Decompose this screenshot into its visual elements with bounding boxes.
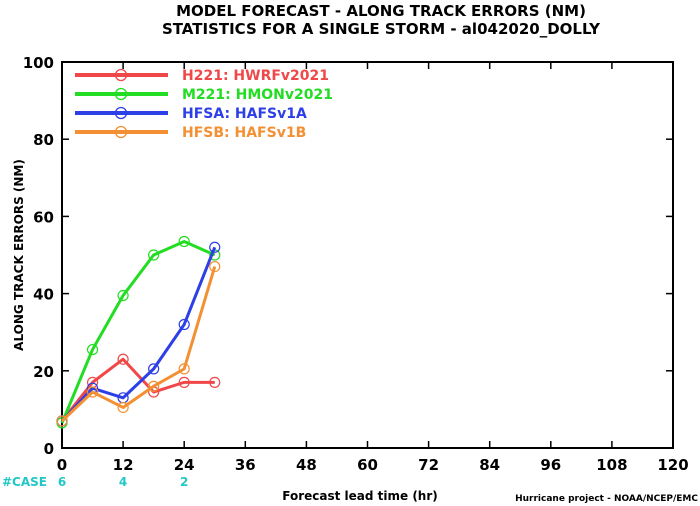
legend-marker <box>114 106 128 120</box>
legend-item: H221: HWRFv2021 <box>75 68 329 84</box>
case-count: 6 <box>58 475 66 489</box>
y-tick-label: 80 <box>33 131 54 149</box>
y-tick-label: 20 <box>33 363 54 381</box>
y-axis-label: ALONG TRACK ERRORS (NM) <box>12 159 26 351</box>
x-axis-label: Forecast lead time (hr) <box>282 489 438 503</box>
x-tick-label: 96 <box>540 456 561 474</box>
x-tick-label: 84 <box>479 456 500 474</box>
data-point <box>209 241 221 253</box>
legend-label: M221: HMONv2021 <box>182 87 333 103</box>
y-tick-label: 60 <box>33 208 54 226</box>
case-count: 2 <box>180 475 188 489</box>
data-point <box>117 289 129 302</box>
x-tick-label: 72 <box>418 456 439 474</box>
data-point <box>148 363 160 375</box>
x-tick-label: 36 <box>235 456 256 474</box>
data-point <box>178 376 190 388</box>
data-point <box>148 249 160 261</box>
series-4 <box>56 260 221 427</box>
axis-ticks: 0 12 24 36 48 60 72 84 96 108 120 0 20 40 60 80 100 <box>23 54 689 474</box>
series-line <box>60 266 217 423</box>
legend-marker <box>114 68 128 82</box>
data-point <box>178 318 190 331</box>
data-point <box>117 401 129 414</box>
series-1 <box>56 353 221 427</box>
legend-marker <box>114 125 128 139</box>
x-tick-label: 120 <box>657 456 688 474</box>
x-tick-label: 60 <box>357 456 378 474</box>
legend-label: HFSB: HAFSv1B <box>182 125 306 141</box>
legend-label: HFSA: HAFSv1A <box>182 106 307 122</box>
y-tick-label: 0 <box>44 440 54 458</box>
data-point <box>86 386 99 398</box>
data-point <box>56 415 68 427</box>
data-point <box>178 363 190 375</box>
series-layer <box>56 235 221 429</box>
y-tick-label: 100 <box>23 54 54 72</box>
legend-item: HFSB: HAFSv1B <box>75 125 306 141</box>
credit-text: Hurricane project - NOAA/NCEP/EMC <box>515 494 698 504</box>
x-tick-label: 48 <box>296 456 317 474</box>
data-point <box>209 260 221 273</box>
x-tick-label: 108 <box>596 456 627 474</box>
data-point <box>117 353 129 365</box>
x-tick-label: 24 <box>174 456 195 474</box>
legend: H221: HWRFv2021 M221: HMONv2021 HFSA: HAFS… <box>75 68 333 141</box>
case-counts: 6 4 2 <box>58 475 189 489</box>
legend-item: M221: HMONv2021 <box>75 87 333 103</box>
data-point <box>148 380 160 392</box>
x-tick-label: 0 <box>57 456 67 474</box>
data-point <box>209 376 221 388</box>
legend-item: HFSA: HAFSv1A <box>75 106 307 122</box>
x-tick-label: 12 <box>113 456 134 474</box>
legend-label: H221: HWRFv2021 <box>182 68 329 84</box>
data-point <box>86 343 99 356</box>
data-point <box>178 235 190 248</box>
chart-title-line-2: STATISTICS FOR A SINGLE STORM - al042020… <box>162 20 601 38</box>
case-count: 4 <box>119 475 127 489</box>
y-tick-label: 40 <box>33 286 54 304</box>
case-label: #CASE <box>2 475 47 489</box>
legend-marker <box>114 87 128 101</box>
chart-title-line-1: MODEL FORECAST - ALONG TRACK ERRORS (NM) <box>176 2 586 20</box>
